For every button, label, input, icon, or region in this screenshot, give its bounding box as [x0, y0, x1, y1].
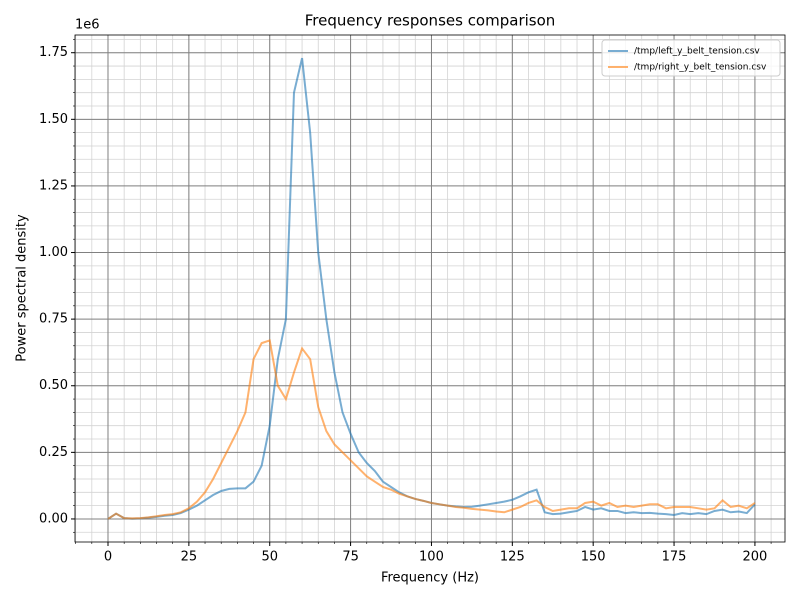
legend-label: /tmp/right_y_belt_tension.csv [634, 63, 767, 73]
series-line [107, 339, 756, 520]
x-tick-label: 200 [743, 550, 768, 565]
y-tick-label: 0.50 [39, 378, 68, 393]
axes-frame [74, 34, 786, 543]
x-axis-label: Frequency (Hz) [381, 571, 479, 586]
legend-label: /tmp/left_y_belt_tension.csv [634, 47, 760, 57]
y-offset-label: 1e6 [75, 18, 100, 33]
x-tick-label: 25 [181, 550, 198, 565]
grid [71, 35, 785, 546]
x-tick-label: 50 [261, 550, 278, 565]
y-tick-label: 0.75 [39, 312, 68, 327]
y-tick-label: 1.75 [39, 45, 68, 60]
legend-box [601, 39, 781, 77]
x-tick-label: 100 [419, 550, 444, 565]
y-axis-label: Power spectral density [15, 214, 30, 362]
y-tick-label: 1.50 [39, 112, 68, 127]
y-tick-label: 1.25 [39, 178, 68, 193]
x-tick-label: 125 [500, 550, 525, 565]
x-tick-label: 0 [104, 550, 112, 565]
x-tick-label: 150 [581, 550, 606, 565]
y-tick-label: 1.00 [39, 245, 68, 260]
legend: /tmp/left_y_belt_tension.csv/tmp/right_y… [601, 39, 781, 77]
plot [107, 57, 756, 520]
chart-title: Frequency responses comparison [305, 12, 556, 30]
x-tick-label: 175 [662, 550, 687, 565]
y-tick-label: 0.00 [39, 511, 68, 526]
y-tick-label: 0.25 [39, 445, 68, 460]
x-tick-label: 75 [342, 550, 359, 565]
